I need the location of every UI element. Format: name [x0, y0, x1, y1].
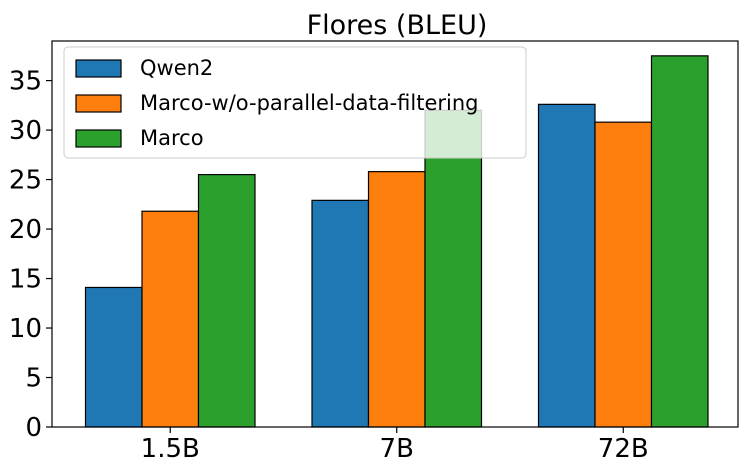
y-tick-label: 10 [9, 314, 42, 344]
legend-label: Marco [140, 126, 204, 150]
bar-7b-series-2 [367, 171, 426, 428]
bar-72b-series-3 [650, 55, 709, 428]
y-tick-label: 15 [9, 265, 42, 295]
bar-72b-series-1 [537, 103, 596, 428]
y-tick-label: 25 [9, 166, 42, 196]
axes-group: 0 5 10 15 20 25 30 35 1.5B 7B 72B [9, 40, 739, 464]
legend: Qwen2 Marco-w/o-parallel-data-filtering Ma… [63, 46, 527, 159]
y-tick-label: 35 [9, 67, 42, 97]
bar-7b-series-3 [424, 109, 483, 428]
legend-label: Qwen2 [140, 56, 213, 80]
legend-swatch [75, 59, 122, 78]
legend-box [63, 46, 527, 159]
x-tick-label: 72B [598, 434, 649, 464]
bar-1-5b-series-1 [84, 286, 143, 428]
x-tick-label: 1.5B [141, 434, 200, 464]
y-tick-label: 20 [9, 215, 42, 245]
bar-1-5b-series-2 [141, 210, 200, 428]
y-tick-label: 0 [25, 413, 42, 443]
plot-frame [51, 40, 739, 428]
y-tick-label: 30 [9, 116, 42, 146]
x-tick-label: 7B [380, 434, 414, 464]
legend-swatch [75, 94, 122, 113]
y-tick-label: 5 [25, 364, 42, 394]
legend-swatch [75, 129, 122, 148]
bars-group [84, 55, 709, 428]
bar-7b-series-1 [311, 199, 370, 428]
legend-label: Marco-w/o-parallel-data-filtering [140, 91, 479, 115]
bar-72b-series-2 [594, 121, 653, 428]
chart-title: Flores (BLEU) [307, 10, 488, 41]
bar-1-5b-series-3 [197, 174, 256, 428]
